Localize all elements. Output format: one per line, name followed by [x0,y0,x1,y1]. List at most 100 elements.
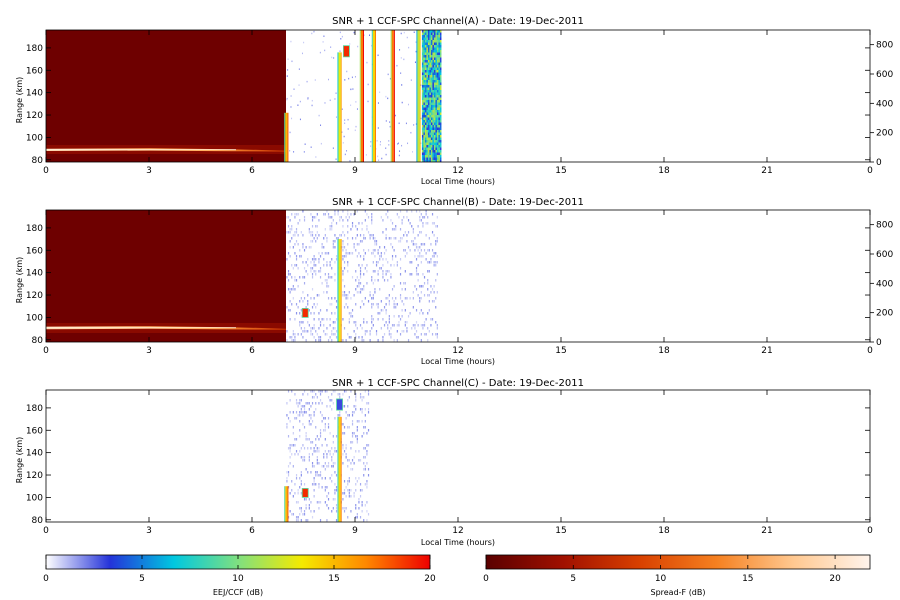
panel-c-x-tick-label: 15 [555,526,566,536]
panel-a-y-axis-label: Range (km) [15,77,24,124]
colorbar-spread-f-tick-label: 15 [742,574,753,584]
panel-a-right-tick-label: 200 [876,129,893,139]
panel-b-y-tick-label: 120 [26,291,43,301]
panel-b-x-tick-label: 0 [867,346,873,356]
panel-a-y-tick-label: 100 [26,133,43,143]
panel-a-eej-strip-4 [372,30,375,162]
panel-a-noise-band [421,30,442,162]
panel-a-y-tick-label: 180 [26,44,43,54]
panel-b-y-tick-label: 160 [26,246,43,256]
panel-a-right-tick-label: 600 [876,70,893,80]
panel-a-right-tick-label: 400 [876,99,893,109]
panel-a-eej-strip-1 [338,52,341,162]
panel-b-eej-strip-1 [301,308,309,318]
colorbar-eej-tick-label: 0 [43,574,49,584]
panel-b-y-tick-label: 100 [26,313,43,323]
panel-a-x-tick-label: 15 [555,166,566,176]
panel-channel-b: SNR + 1 CCF-SPC Channel(B) - Date: 19-De… [15,197,893,366]
panel-c-x-tick-label: 0 [867,526,873,536]
panel-c-y-tick-label: 160 [26,426,43,436]
panel-a-right-tick-label: 0 [876,158,882,168]
panel-b-x-axis-label: Local Time (hours) [421,357,495,366]
panel-a-eej-strip-5 [391,30,394,162]
panel-c-eej-strip-2 [301,488,309,498]
colorbar-spread-f-tick-label: 5 [570,574,576,584]
panel-b-right-tick-label: 200 [876,309,893,319]
panel-a-x-tick-label: 0 [867,166,873,176]
panel-b-right-tick-label: 0 [876,338,882,348]
panel-c-x-tick-label: 18 [658,526,670,536]
panel-a-eej-strip-2 [343,45,350,58]
panel-a-x-tick-label: 0 [43,166,49,176]
panel-a-eej-strip-3 [360,30,363,162]
panel-channel-c: SNR + 1 CCF-SPC Channel(C) - Date: 19-De… [15,378,873,547]
colorbar-eej: 0 5 10 15 20 EEJ/CCF (dB) [43,554,436,597]
panel-a-eej-strip-0 [285,112,288,162]
panel-a-x-tick-label: 12 [452,166,463,176]
panel-a-y-tick-label: 80 [32,156,44,166]
panel-a-x-axis-label: Local Time (hours) [421,177,495,186]
panel-b-x-tick-label: 21 [761,346,772,356]
panel-b-x-tick-label: 6 [249,346,255,356]
panel-a-x-tick-label: 3 [146,166,152,176]
colorbar-spread-f-tick-label: 0 [483,574,489,584]
panel-b-spread-f-block [46,210,286,342]
panel-b-x-tick-label: 12 [452,346,463,356]
panel-c-eej-strip-3 [336,398,343,411]
panel-a-right-tick-label: 800 [876,41,893,51]
panel-c-x-tick-label: 3 [146,526,152,536]
panel-b-x-tick-label: 0 [43,346,49,356]
panel-a-y-tick-label: 120 [26,111,43,121]
colorbar-spread-f: 0 5 10 15 20 Spread-F (dB) [483,554,871,597]
panel-c-x-tick-label: 0 [43,526,49,536]
panel-a-spread-f-layer [46,145,286,154]
colorbar-eej-tick-label: 15 [328,574,339,584]
panel-b-y-tick-label: 140 [26,269,43,279]
panel-a-eej-strip-6 [417,30,420,162]
panel-a-spread-f-block [46,30,286,162]
panel-a-x-tick-label: 21 [761,166,772,176]
panel-a-scatter [286,30,422,162]
colorbar-spread-f-label: Spread-F (dB) [650,588,705,597]
panel-c-y-tick-label: 180 [26,404,43,414]
panel-c-y-tick-label: 120 [26,471,43,481]
panel-a-x-tick-label: 18 [658,166,670,176]
panel-c-eej-strip-1 [338,416,341,522]
panel-b-y-axis-label: Range (km) [15,257,24,304]
panel-a-title: SNR + 1 CCF-SPC Channel(A) - Date: 19-De… [332,16,584,27]
panel-b-y-tick-label: 180 [26,224,43,234]
panel-b-title: SNR + 1 CCF-SPC Channel(B) - Date: 19-De… [332,197,584,208]
colorbar-eej-tick-label: 20 [424,574,436,584]
panel-c-title: SNR + 1 CCF-SPC Channel(C) - Date: 19-De… [332,378,584,389]
colorbar-spread-f-tick-label: 20 [829,574,841,584]
panel-b-y-tick-label: 80 [32,336,44,346]
panel-b-right-tick-label: 800 [876,221,893,231]
panel-c-x-tick-label: 12 [452,526,463,536]
colorbar-spread-f-gradient [485,554,871,570]
panel-b-spread-f-layer [46,323,286,333]
panel-c-x-tick-label: 6 [249,526,255,536]
panel-b-x-tick-label: 18 [658,346,670,356]
panel-channel-a: SNR + 1 CCF-SPC Channel(A) - Date: 19-De… [15,16,893,186]
colorbar-eej-tick-label: 10 [232,574,244,584]
panel-c-y-tick-label: 100 [26,493,43,503]
panel-b-eej-strip-0 [338,239,341,342]
panel-c-eej-strip-0 [285,486,288,522]
panel-a-x-tick-label: 6 [249,166,255,176]
panel-c-y-tick-label: 80 [32,516,44,526]
panel-c-x-axis-label: Local Time (hours) [421,538,495,547]
panel-c-x-tick-label: 21 [761,526,772,536]
colorbar-eej-label: EEJ/CCF (dB) [213,588,263,597]
panel-a-x-tick-label: 9 [352,166,358,176]
panel-c-y-axis-label: Range (km) [15,437,24,484]
panel-b-right-tick-label: 600 [876,250,893,260]
panel-b-right-tick-label: 400 [876,279,893,289]
colorbar-eej-tick-label: 5 [139,574,145,584]
panel-b-noise-band [286,210,438,342]
panel-a-y-tick-label: 140 [26,89,43,99]
panel-b-x-tick-label: 15 [555,346,566,356]
panel-b-x-tick-label: 3 [146,346,152,356]
colorbar-spread-f-tick-label: 10 [655,574,667,584]
panel-c-x-tick-label: 9 [352,526,358,536]
